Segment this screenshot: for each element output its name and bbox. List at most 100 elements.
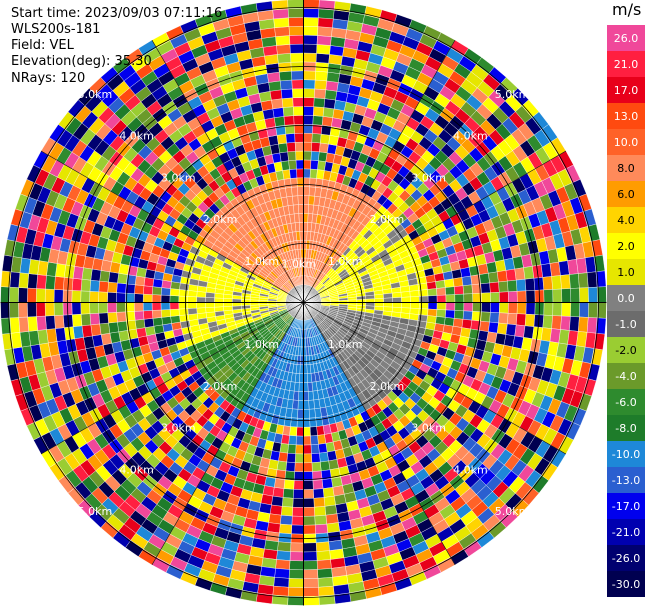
velocity-gate [81, 267, 93, 281]
velocity-gate [134, 310, 145, 321]
velocity-gate [272, 585, 289, 597]
velocity-gate [401, 302, 411, 309]
velocity-gate [288, 159, 297, 170]
velocity-gate [205, 297, 215, 303]
velocity-gate [310, 151, 320, 161]
velocity-gate [71, 290, 82, 303]
velocity-gate [169, 295, 180, 303]
velocity-gate [525, 302, 536, 315]
velocity-gate [317, 26, 333, 37]
velocity-gate [286, 142, 296, 153]
velocity-gate [306, 364, 312, 374]
velocity-gate [144, 326, 156, 337]
velocity-gate [303, 79, 316, 90]
colorbar-tick-label: -26.0 [612, 552, 640, 565]
velocity-gate [303, 462, 313, 473]
velocity-gate [275, 35, 291, 46]
velocity-gate [267, 71, 281, 83]
velocity-gate [294, 222, 300, 232]
velocity-gate [316, 35, 332, 46]
velocity-gate [383, 297, 393, 303]
velocity-gate [451, 268, 463, 279]
velocity-gate [303, 435, 312, 446]
instrument-label: WLS200s-181 [11, 22, 101, 37]
velocity-gate [392, 302, 402, 308]
range-ring-label: 5.0km [78, 505, 113, 518]
velocity-gate [152, 317, 163, 327]
velocity-gate [488, 321, 499, 334]
velocity-gate [365, 298, 375, 303]
velocity-gate [80, 313, 91, 326]
velocity-gate [107, 302, 117, 313]
velocity-gate [303, 150, 312, 161]
velocity-gate [316, 44, 331, 55]
velocity-gate [298, 391, 304, 401]
velocity-gate [281, 497, 294, 508]
velocity-gate [303, 115, 314, 125]
velocity-gate [117, 320, 128, 332]
velocity-gate [308, 408, 316, 419]
velocity-gate [71, 302, 82, 315]
velocity-gate [9, 286, 19, 303]
velocity-gate [53, 289, 64, 303]
velocity-gate [267, 522, 281, 534]
velocity-gate [274, 478, 286, 489]
velocity-gate [285, 133, 296, 144]
velocity-gate [499, 291, 509, 303]
velocity-gate [462, 310, 473, 321]
velocity-gate [161, 316, 172, 326]
velocity-gate [271, 495, 284, 507]
velocity-gate [561, 288, 572, 303]
velocity-gate [273, 577, 290, 588]
velocity-gate [303, 551, 318, 562]
velocity-gate [418, 289, 429, 297]
velocity-gate [116, 282, 127, 294]
velocity-gate [136, 327, 147, 338]
velocity-gate [269, 143, 280, 155]
velocity-gate [274, 26, 290, 37]
velocity-gate [290, 417, 298, 428]
range-ring-label: 4.0km [453, 463, 488, 476]
velocity-gate [292, 195, 299, 206]
velocity-gate [288, 578, 304, 588]
velocity-gate [496, 322, 508, 335]
range-ring-label: 3.0km [161, 422, 196, 435]
velocity-gate [276, 550, 291, 561]
velocity-gate [303, 382, 309, 392]
velocity-gate [303, 195, 310, 205]
velocity-gate [303, 222, 308, 232]
velocity-gate [303, 391, 309, 401]
velocity-gate [72, 325, 84, 339]
velocity-gate [311, 142, 321, 153]
velocity-gate [321, 478, 333, 489]
range-ring-label: 2.0km [370, 380, 405, 393]
velocity-gate [298, 204, 304, 214]
colorbar-tick-label: 8.0 [617, 162, 635, 175]
velocity-gate [293, 480, 304, 490]
velocity-gate [280, 88, 293, 99]
velocity-gate [479, 273, 490, 285]
velocity-gate [314, 79, 327, 90]
velocity-gate [324, 504, 338, 516]
velocity-gate [272, 8, 289, 20]
velocity-gate [287, 444, 297, 454]
velocity-gate [268, 80, 282, 92]
velocity-gate [315, 53, 330, 64]
velocity-gate [187, 302, 197, 309]
velocity-gate [326, 522, 340, 534]
velocity-gate [319, 142, 329, 154]
velocity-gate [516, 313, 527, 326]
velocity-gate [223, 298, 233, 303]
velocity-gate [290, 177, 298, 188]
velocity-gate [303, 507, 315, 517]
colorbar-tick-label: -21.0 [612, 526, 640, 539]
velocity-gate [292, 88, 304, 98]
velocity-gate [303, 168, 311, 179]
velocity-gate [281, 97, 294, 108]
velocity-gate [303, 542, 317, 553]
velocity-gate [169, 288, 180, 297]
velocity-gate [445, 286, 455, 296]
velocity-gate [312, 115, 324, 126]
velocity-gate [586, 271, 598, 288]
velocity-gate [280, 506, 293, 517]
